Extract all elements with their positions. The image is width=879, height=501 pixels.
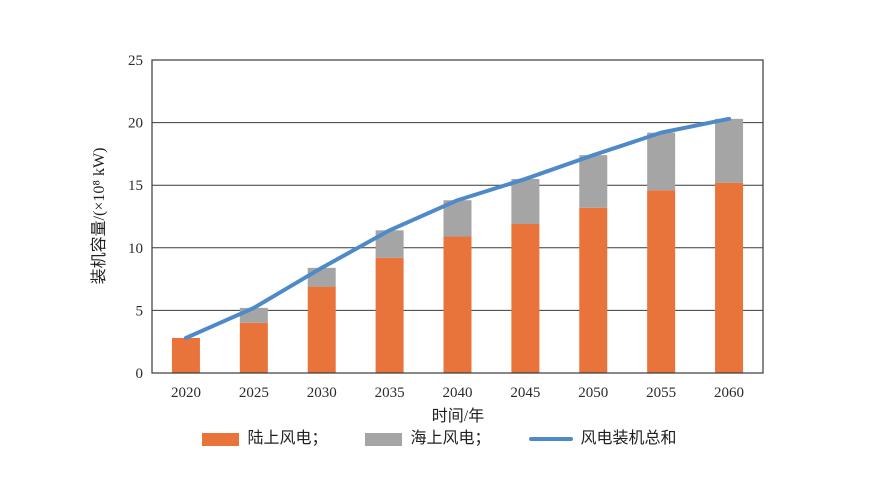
bars-layer	[171, 118, 744, 373]
bar-offshore-2055	[647, 132, 676, 191]
bar-onshore-2050	[579, 207, 608, 373]
x-tick-label-2020: 2020	[171, 385, 201, 401]
x-tick-label-2025: 2025	[239, 385, 269, 401]
bar-offshore-2045	[511, 178, 540, 225]
y-tick-labels: 0 5 10 15 20 25	[128, 53, 143, 382]
legend-label-total: 风电装机总和	[580, 430, 677, 447]
total-line	[183, 116, 732, 340]
bar-onshore-2045	[511, 224, 540, 373]
x-tick-label-2030: 2030	[307, 385, 337, 401]
legend-label-onshore: 陆上风电；	[247, 430, 328, 447]
x-tick-label-2040: 2040	[443, 385, 473, 401]
plot-border	[151, 59, 764, 374]
legend-item-offshore: 海上风电；	[365, 429, 491, 449]
bar-onshore-2040	[443, 236, 472, 373]
x-tick-label-2050: 2050	[578, 385, 608, 401]
y-tick-label-20: 20	[128, 116, 143, 132]
x-tick-label-2045: 2045	[510, 385, 540, 401]
legend-item-onshore: 陆上风电；	[202, 429, 327, 449]
y-axis-title: 装机容量/(×10⁸ kW)	[90, 148, 108, 285]
bar-onshore-2055	[647, 190, 676, 373]
y-tick-label-5: 5	[136, 303, 144, 319]
bar-onshore-2030	[307, 286, 336, 373]
legend-item-total: 风电装机总和	[528, 429, 677, 449]
bar-offshore-2030	[307, 267, 336, 287]
x-tick-label-2055: 2055	[646, 385, 676, 401]
bar-offshore-2060	[715, 118, 744, 183]
plot-frame	[151, 59, 764, 374]
total-line-layer	[183, 116, 732, 340]
bar-onshore-2035	[375, 257, 404, 373]
bar-onshore-2060	[715, 182, 744, 373]
onshore-bar-swatch-icon	[202, 432, 240, 446]
x-tick-label-2060: 2060	[714, 385, 744, 401]
legend-label-offshore: 海上风电；	[410, 430, 491, 447]
x-tick-labels: 2020 2025 2030 2035 2040 2045 2050 2055 2060	[171, 385, 744, 401]
y-tick-label-10: 10	[128, 241, 143, 257]
y-tick-label-0: 0	[136, 366, 144, 382]
x-axis-title: 时间/年	[432, 407, 484, 425]
bar-onshore-2020	[171, 337, 200, 373]
total-line-swatch-icon	[528, 437, 573, 441]
bar-offshore-2050	[579, 155, 608, 208]
offshore-bar-swatch-icon	[365, 432, 403, 446]
chart-legend: 陆上风电； 海上风电； 风电装机总和	[0, 429, 879, 449]
y-tick-label-25: 25	[128, 53, 143, 69]
y-tick-label-15: 15	[128, 178, 143, 194]
bar-onshore-2025	[239, 322, 268, 373]
x-tick-label-2035: 2035	[375, 385, 405, 401]
